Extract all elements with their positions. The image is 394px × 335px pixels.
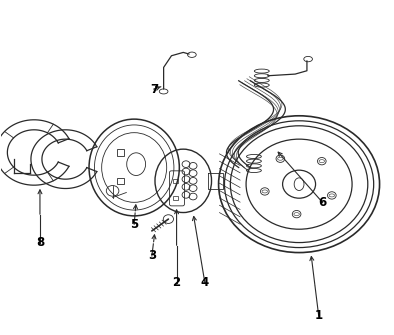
Text: 7: 7 [150, 83, 158, 95]
Text: 1: 1 [315, 310, 323, 323]
Bar [117, 149, 125, 156]
Text: 2: 2 [173, 276, 180, 289]
Text: 8: 8 [36, 236, 44, 249]
Text: 3: 3 [148, 249, 156, 262]
Bar [173, 179, 178, 183]
Text: 4: 4 [201, 276, 209, 289]
Bar [117, 178, 125, 184]
Text: 6: 6 [318, 196, 327, 209]
Text: 5: 5 [130, 218, 138, 231]
Bar [173, 196, 178, 200]
